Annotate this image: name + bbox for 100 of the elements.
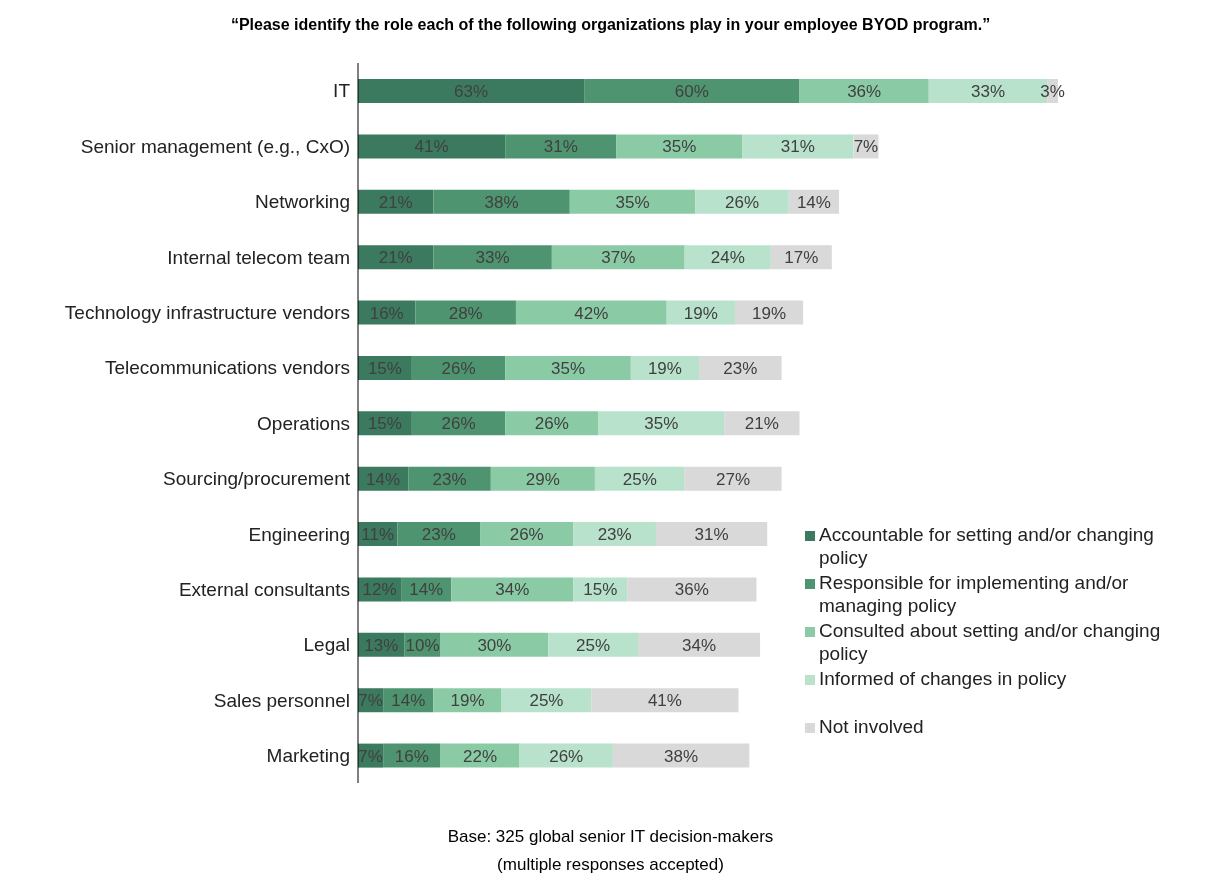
- y-tick-label: Legal: [303, 634, 350, 656]
- bar: [505, 411, 599, 436]
- legend-label: Informed of changes in policy: [819, 667, 1067, 690]
- data-label: 42%: [574, 303, 609, 323]
- y-tick-label: Sourcing/procurement: [163, 468, 351, 490]
- data-label: 13%: [364, 635, 399, 655]
- data-label: 23%: [597, 525, 632, 545]
- data-label: 19%: [647, 358, 682, 378]
- data-label: 60%: [674, 82, 709, 102]
- bar: [515, 300, 667, 325]
- legend-label: Not involved: [819, 715, 924, 738]
- data-label: 14%: [391, 691, 426, 711]
- data-label: 7%: [358, 691, 383, 711]
- data-label: 26%: [441, 358, 476, 378]
- bar: [451, 577, 574, 602]
- data-label: 15%: [583, 580, 618, 600]
- data-label: 26%: [549, 746, 584, 766]
- y-tick-label: Internal telecom team: [167, 246, 350, 268]
- data-label: 37%: [601, 248, 636, 268]
- data-label: 23%: [421, 525, 456, 545]
- data-label: 35%: [615, 192, 650, 212]
- bar: [358, 134, 506, 159]
- y-tick-label: Marketing: [266, 745, 350, 767]
- data-label: 15%: [367, 414, 402, 434]
- data-label: 3%: [1040, 82, 1065, 102]
- bar: [612, 743, 750, 768]
- data-label: 7%: [358, 746, 383, 766]
- data-label: 34%: [495, 580, 530, 600]
- bar: [598, 411, 725, 436]
- data-label: 31%: [780, 137, 815, 157]
- data-label: 21%: [744, 414, 779, 434]
- text: Base: 325 global senior IT decision-makers: [446, 826, 775, 848]
- bar: [505, 134, 617, 159]
- data-label: 25%: [529, 691, 564, 711]
- data-label: 35%: [662, 137, 697, 157]
- bar: [594, 466, 685, 491]
- bar: [799, 79, 929, 103]
- data-label: 27%: [716, 469, 751, 489]
- y-tick-label: Networking: [254, 191, 350, 213]
- bar: [569, 189, 696, 214]
- bar: [433, 189, 570, 214]
- data-label: 34%: [682, 635, 717, 655]
- data-label: 29%: [525, 469, 560, 489]
- bar: [551, 245, 685, 270]
- data-label: 30%: [477, 635, 512, 655]
- legend-label: Accountable for setting and/or changing policy: [819, 523, 1155, 569]
- data-label: 22%: [463, 746, 498, 766]
- bar: [655, 522, 768, 547]
- data-label: 12%: [362, 580, 397, 600]
- y-tick-label: External consultants: [178, 578, 350, 600]
- data-label: 21%: [378, 192, 413, 212]
- bar: [490, 466, 595, 491]
- bar: [616, 134, 743, 159]
- data-label: 35%: [644, 414, 679, 434]
- bar: [684, 466, 782, 491]
- bar: [584, 79, 800, 103]
- data-label: 24%: [710, 248, 745, 268]
- data-label: 21%: [378, 248, 413, 268]
- bar: [505, 355, 631, 380]
- data-label: 33%: [475, 248, 510, 268]
- data-label: 23%: [432, 469, 467, 489]
- data-label: 36%: [674, 580, 709, 600]
- data-label: 41%: [414, 137, 449, 157]
- data-label: 26%: [534, 414, 569, 434]
- data-label: 7%: [853, 137, 879, 157]
- data-label: 31%: [694, 525, 729, 545]
- y-tick-label: Sales personnel: [213, 689, 350, 711]
- data-label: 26%: [725, 192, 760, 212]
- bar: [415, 300, 516, 325]
- bar: [591, 688, 739, 713]
- bar: [627, 577, 757, 602]
- data-label: 41%: [647, 691, 682, 711]
- bar: [440, 632, 549, 657]
- data-label: 28%: [448, 303, 483, 323]
- y-tick-label: Operations: [257, 412, 350, 434]
- data-label: 19%: [683, 303, 718, 323]
- y-tick-label: Senior management (e.g., CxO): [80, 135, 350, 157]
- data-label: 19%: [450, 691, 485, 711]
- data-label: 14%: [409, 580, 444, 600]
- bar: [695, 189, 789, 214]
- data-label: 14%: [366, 469, 401, 489]
- data-label: 26%: [509, 525, 544, 545]
- y-tick-label: Engineering: [248, 523, 350, 545]
- data-label: 25%: [622, 469, 657, 489]
- data-label: 33%: [970, 82, 1006, 102]
- text: (multiple responses accepted): [496, 854, 725, 876]
- data-label: 36%: [847, 82, 882, 102]
- data-label: 31%: [543, 137, 578, 157]
- data-label: 16%: [394, 746, 429, 766]
- data-label: 26%: [441, 414, 476, 434]
- chart-title: “Please identify the role each of the following organizations play in your employee BYOD program.”: [229, 16, 992, 34]
- data-label: 10%: [405, 635, 440, 655]
- y-tick-label: Telecommunications vendors: [104, 357, 350, 379]
- data-label: 17%: [784, 248, 819, 268]
- bar: [433, 245, 552, 270]
- data-label: 19%: [752, 303, 787, 323]
- y-tick-label: Technology infrastructure vendors: [64, 301, 350, 323]
- data-label: 63%: [454, 82, 489, 102]
- data-label: 16%: [369, 303, 404, 323]
- data-label: 15%: [367, 358, 402, 378]
